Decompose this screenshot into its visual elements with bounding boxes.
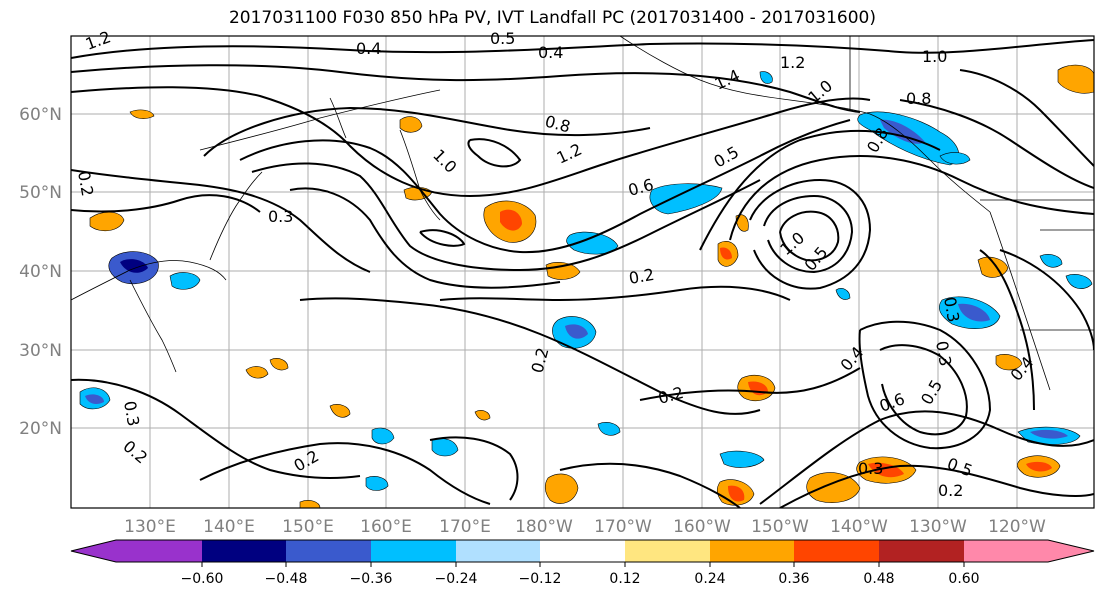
coastlines bbox=[71, 36, 1094, 391]
lat-label: 40°N bbox=[19, 262, 62, 282]
lon-label: 150°E bbox=[282, 517, 334, 537]
lat-label: 60°N bbox=[19, 105, 62, 125]
contour-label: 0.3 bbox=[858, 459, 883, 478]
lon-label: 170°E bbox=[439, 517, 491, 537]
colorbar-segment bbox=[286, 540, 371, 562]
lat-label: 30°N bbox=[19, 341, 62, 361]
pc-shading bbox=[79, 64, 1094, 508]
colorbar-segment bbox=[879, 540, 964, 562]
lon-label: 160°W bbox=[673, 517, 731, 537]
contour-label: 0.3 bbox=[940, 295, 963, 323]
lat-label: 50°N bbox=[19, 183, 62, 203]
colorbar-tick-label: −0.24 bbox=[435, 571, 478, 587]
colorbar-tick-label: 0.24 bbox=[694, 571, 725, 587]
colorbar-outline bbox=[70, 539, 1095, 563]
colorbar-segment bbox=[710, 540, 794, 562]
gridlines bbox=[71, 36, 1094, 508]
colorbar-tick-label: −0.36 bbox=[350, 571, 393, 587]
colorbar-segment bbox=[794, 540, 879, 562]
lon-label: 160°E bbox=[360, 517, 412, 537]
colorbar-tick-label: 0.36 bbox=[778, 571, 809, 587]
longitude-labels: 130°E 140°E 150°E 160°E 170°E 180°W 170°… bbox=[124, 517, 1046, 537]
contour-label: 0.4 bbox=[356, 39, 381, 58]
colorbar-segment bbox=[540, 540, 625, 562]
contour-label: 0.5 bbox=[490, 29, 515, 48]
contour-label: 1.2 bbox=[780, 53, 805, 72]
lon-label: 140°E bbox=[203, 517, 255, 537]
contour-label: 1.0 bbox=[922, 47, 947, 66]
colorbar-segment bbox=[456, 540, 540, 562]
colorbar-segment bbox=[964, 540, 1048, 562]
latitude-labels: 60°N 50°N 40°N 30°N 20°N bbox=[19, 105, 62, 439]
contour-label: 0.2 bbox=[938, 481, 963, 500]
map-title: 2017031100 F030 850 hPa PV, IVT Landfall… bbox=[228, 8, 876, 28]
contour-label: 0.4 bbox=[538, 43, 563, 62]
lon-label: 120°W bbox=[988, 517, 1046, 537]
contour-label: 0.3 bbox=[268, 207, 293, 226]
colorbar-tick-label: −0.60 bbox=[181, 571, 224, 587]
colorbar-min-extension bbox=[71, 540, 116, 562]
lon-label: 130°W bbox=[909, 517, 967, 537]
colorbar-tick-label: −0.12 bbox=[519, 571, 562, 587]
lat-label: 20°N bbox=[19, 419, 62, 439]
lon-label: 140°W bbox=[830, 517, 888, 537]
map-frame bbox=[70, 35, 1095, 509]
colorbar: −0.60 −0.48 −0.36 −0.24 −0.12 0.12 0.24 … bbox=[70, 539, 1095, 587]
pv-contours bbox=[71, 39, 1094, 508]
colorbar-tick-label: −0.48 bbox=[265, 571, 308, 587]
colorbar-tick-label: 0.12 bbox=[609, 571, 640, 587]
contour-label: 0.8 bbox=[906, 89, 931, 108]
map-area bbox=[71, 36, 1094, 508]
contour-label: 0.2 bbox=[627, 265, 655, 288]
colorbar-segment bbox=[625, 540, 710, 562]
lon-label: 180°W bbox=[515, 517, 573, 537]
contour-label: 0.3 bbox=[932, 339, 955, 367]
colorbar-tick-label: 0.60 bbox=[948, 571, 979, 587]
colorbar-segment bbox=[116, 540, 202, 562]
lon-label: 150°W bbox=[751, 517, 809, 537]
contour-label: 0.3 bbox=[120, 399, 143, 427]
colorbar-tick-label: 0.48 bbox=[863, 571, 894, 587]
colorbar-segment bbox=[202, 540, 286, 562]
colorbar-segment bbox=[371, 540, 456, 562]
contour-label: 0.2 bbox=[74, 169, 97, 197]
colorbar-max-extension bbox=[1048, 540, 1094, 562]
lon-label: 170°W bbox=[594, 517, 652, 537]
lon-label: 130°E bbox=[124, 517, 176, 537]
